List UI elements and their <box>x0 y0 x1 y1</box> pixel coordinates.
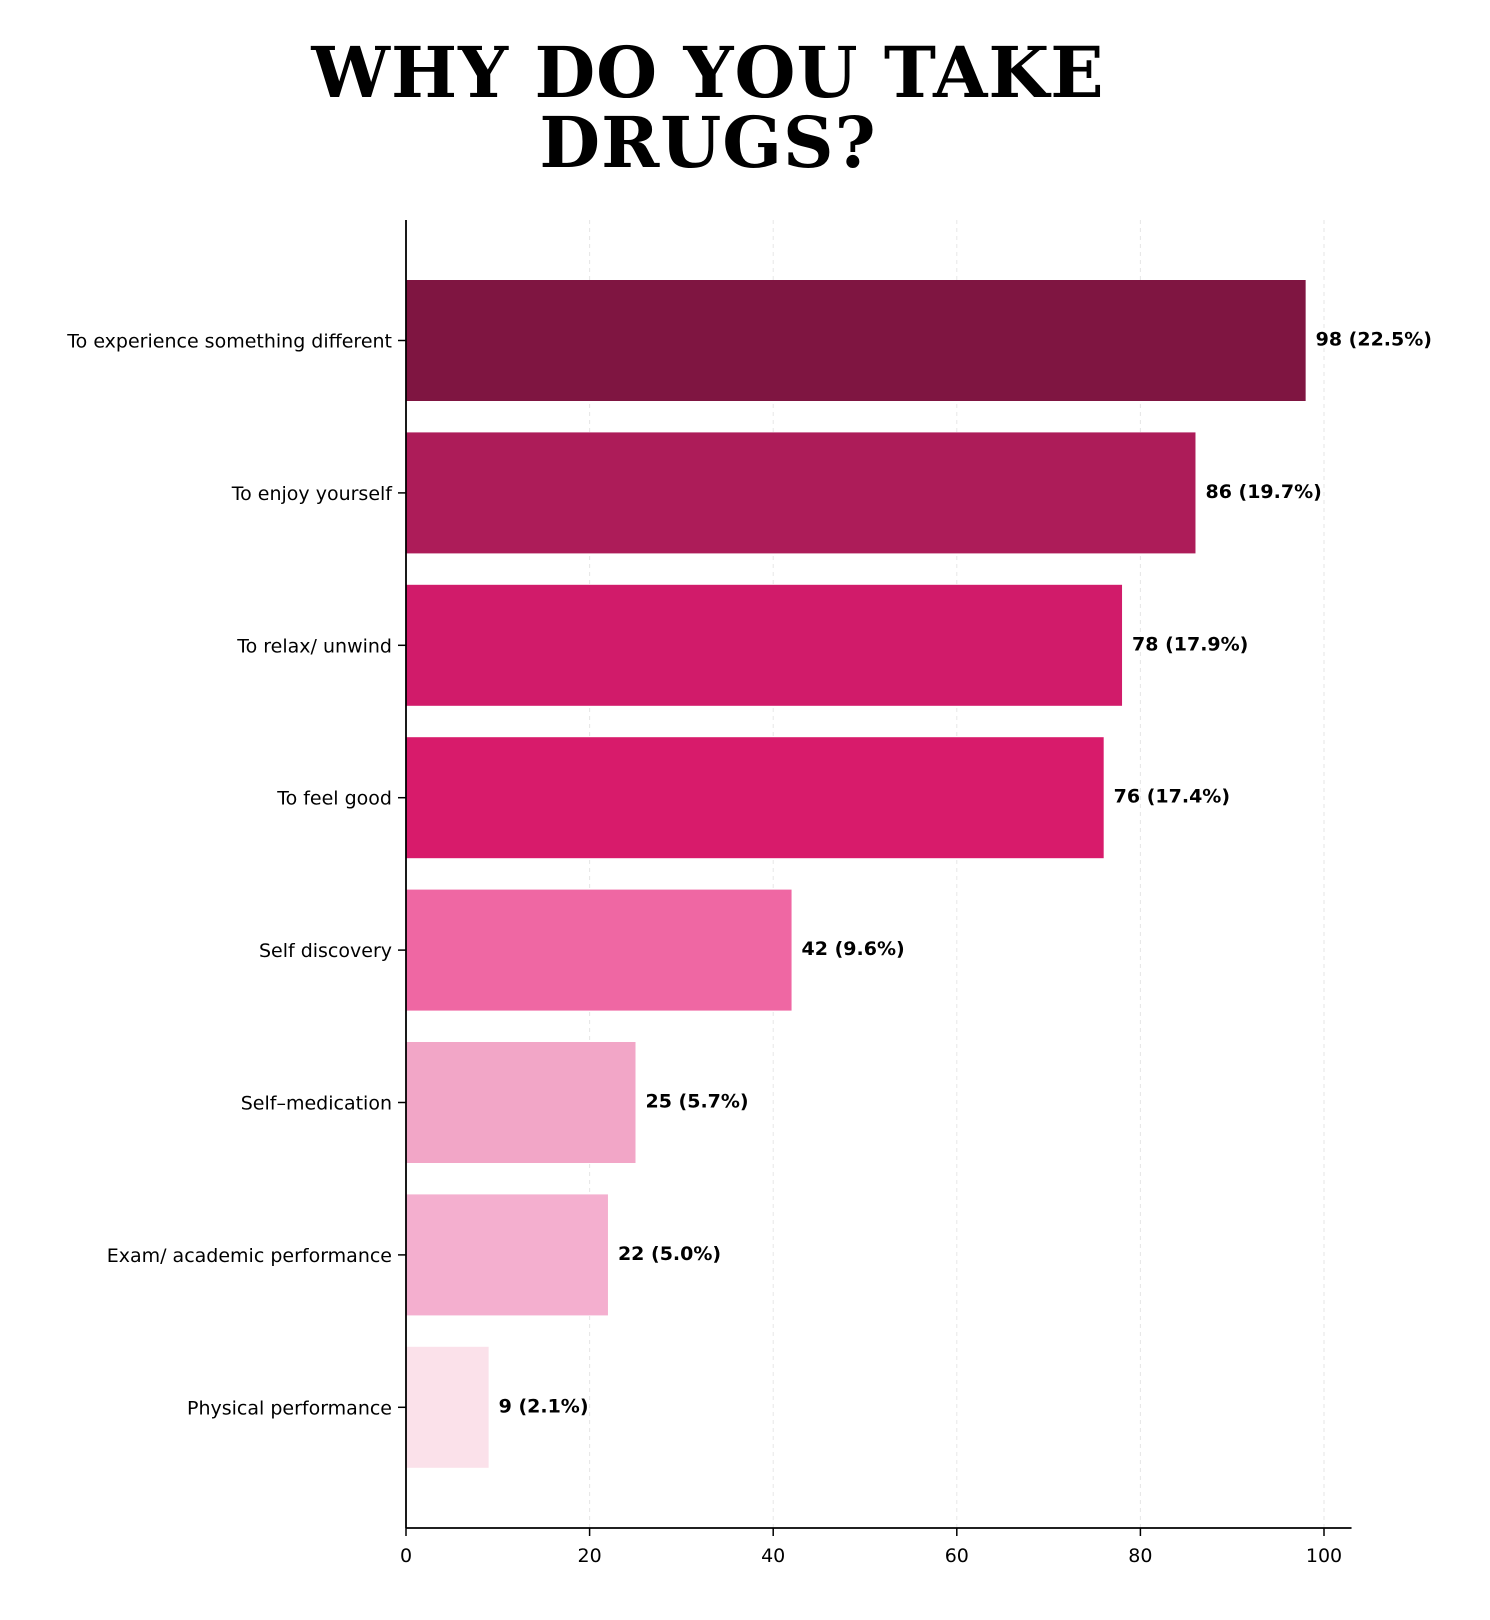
category-label: Self–medication <box>241 1093 392 1115</box>
category-label: To enjoy yourself <box>231 483 394 505</box>
grid-lines <box>589 220 1325 1528</box>
x-tick-label: 80 <box>1128 1545 1152 1567</box>
bar <box>406 889 792 1011</box>
category-label: To experience something different <box>66 331 392 353</box>
category-label: Physical performance <box>187 1397 392 1419</box>
x-tick-label: 20 <box>578 1545 602 1567</box>
x-tick-label: 40 <box>761 1545 785 1567</box>
x-tick-label: 100 <box>1306 1545 1342 1567</box>
value-label: 25 (5.7%) <box>646 1091 749 1113</box>
x-tick-label: 0 <box>400 1545 412 1567</box>
x-tick-label: 60 <box>945 1545 969 1567</box>
bar <box>406 584 1123 706</box>
bar <box>406 432 1196 554</box>
category-label: To relax/ unwind <box>236 635 392 657</box>
category-label: Self discovery <box>259 940 392 962</box>
value-label: 22 (5.0%) <box>618 1243 721 1265</box>
value-label: 9 (2.1%) <box>499 1395 589 1417</box>
category-label: Exam/ academic performance <box>107 1245 392 1267</box>
chart-title-line-2: DRUGS? <box>539 101 877 184</box>
value-label: 98 (22.5%) <box>1316 329 1432 351</box>
labels: 0 20 40 60 80 100 To experience something diff… <box>66 329 1432 1568</box>
value-label: 86 (19.7%) <box>1205 481 1321 503</box>
category-label: To feel good <box>276 788 392 810</box>
bar <box>406 1042 636 1163</box>
bars <box>406 280 1306 1468</box>
axes <box>398 220 1352 1536</box>
value-label: 76 (17.4%) <box>1114 786 1230 808</box>
bar <box>406 280 1306 401</box>
chart-title: WHY DO YOU TAKE DRUGS? <box>0 38 1416 178</box>
bar <box>406 1346 489 1468</box>
chart-title-line-1: WHY DO YOU TAKE <box>311 31 1105 114</box>
bar <box>406 1194 608 1316</box>
bar <box>406 737 1104 859</box>
value-label: 42 (9.6%) <box>802 938 905 960</box>
value-label: 78 (17.9%) <box>1132 633 1248 655</box>
